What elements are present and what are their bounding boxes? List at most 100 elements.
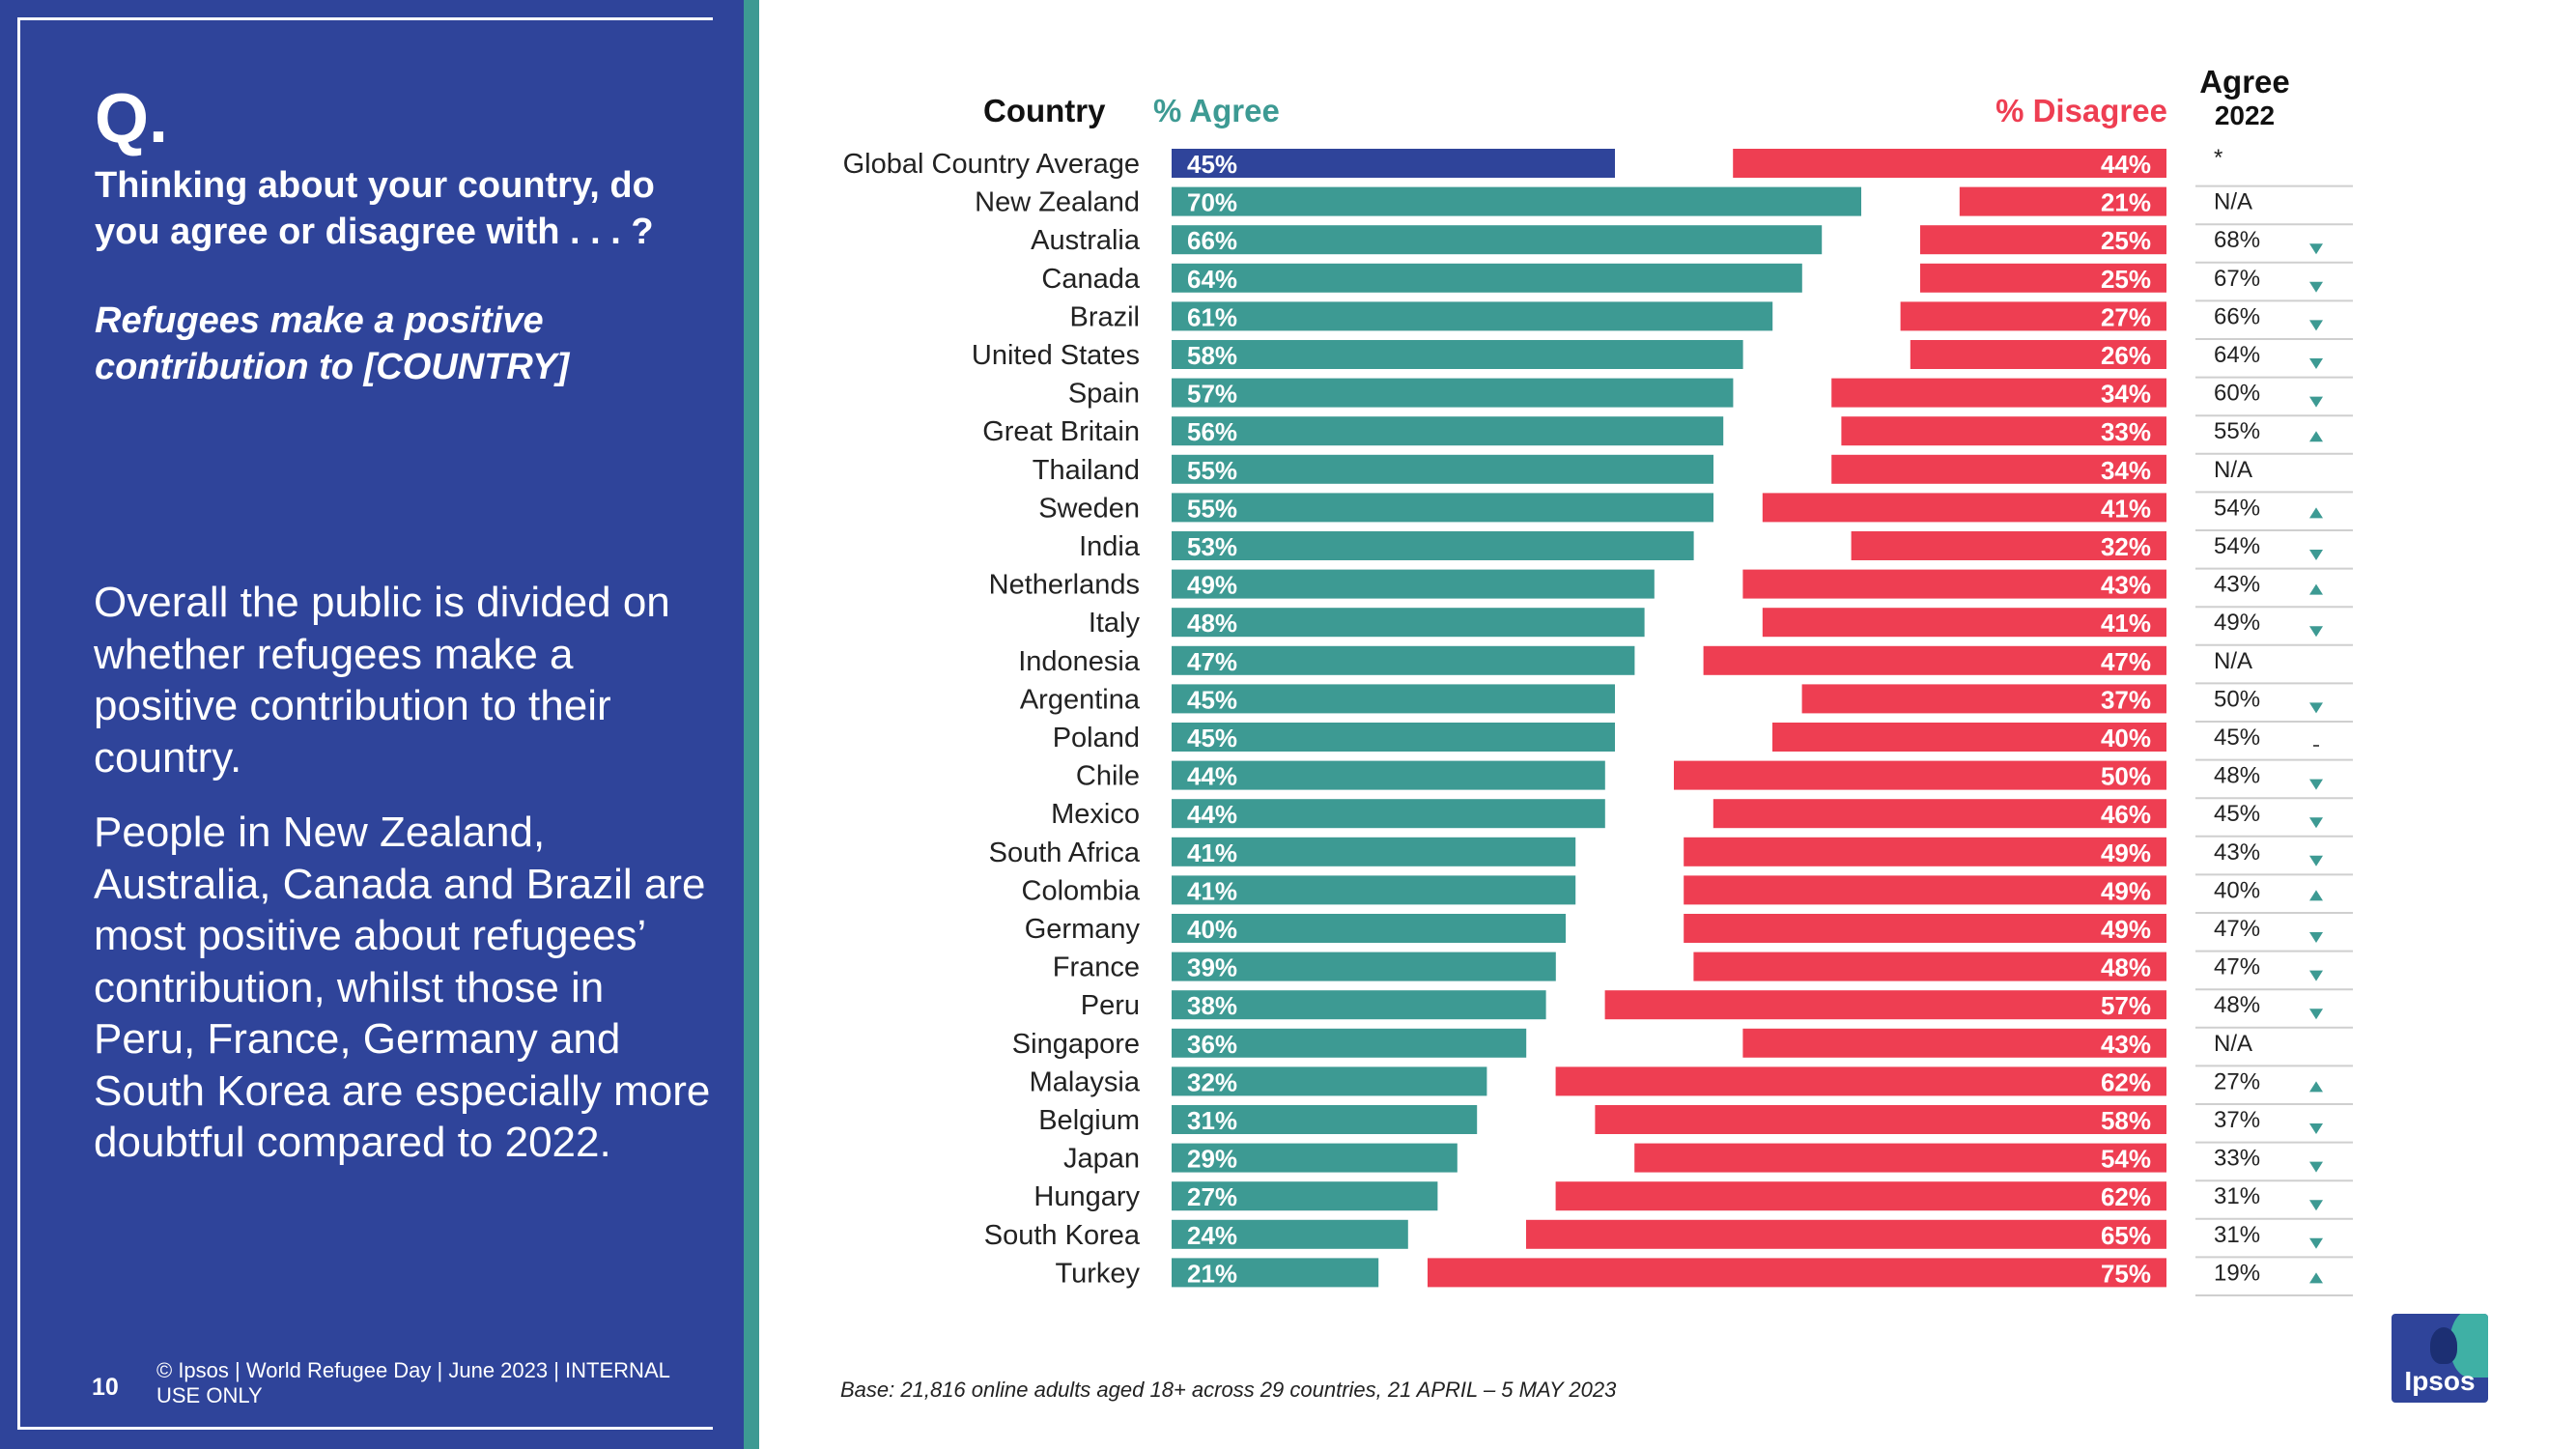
agree-2022-value: 37% [2214,1107,2260,1133]
ipsos-logo: Ipsos [2392,1314,2488,1403]
country-label: Singapore [1012,1029,1140,1060]
agree-bar [1172,952,1556,981]
agree-value-label: 56% [1187,417,1237,446]
disagree-value-label: 43% [2101,571,2151,600]
agree-value-label: 29% [1187,1145,1237,1174]
agree-bar [1172,378,1734,408]
up-arrow-icon [2309,431,2323,442]
agree-bar [1172,684,1615,714]
disagree-value-label: 37% [2101,685,2151,714]
disagree-bar [1634,1143,2166,1173]
agree-bar [1172,1028,1527,1058]
agree-2022-value: 68% [2214,227,2260,253]
disagree-value-label: 27% [2101,302,2151,331]
disagree-value-label: 34% [2101,456,2151,485]
disagree-value-label: 62% [2101,1182,2151,1211]
agree-2022-value: 54% [2214,533,2260,559]
agree-2022-value: N/A [2214,1031,2252,1057]
disagree-bar [1733,149,2166,178]
country-label: Germany [1025,914,1141,945]
agree-value-label: 64% [1187,265,1237,294]
disagree-value-label: 75% [2101,1259,2151,1288]
agree-2022-value: 66% [2214,303,2260,329]
disagree-value-label: 46% [2101,800,2151,829]
agree-value-label: 53% [1187,532,1237,561]
down-arrow-icon [2309,396,2323,408]
disagree-bar [1604,990,2166,1020]
disagree-value-label: 49% [2101,876,2151,905]
down-arrow-icon [2309,358,2323,369]
disagree-value-label: 49% [2101,838,2151,867]
page-number: 10 [92,1374,119,1401]
agree-bar [1172,186,1861,216]
agree-bar [1172,723,1615,752]
agree-value-label: 47% [1187,647,1237,676]
agree-2022-value: 19% [2214,1260,2260,1286]
agree-bar [1172,340,1743,369]
disagree-value-label: 65% [2101,1221,2151,1250]
base-note: Base: 21,816 online adults aged 18+ acro… [840,1378,1617,1402]
agree-value-label: 41% [1187,876,1237,905]
agree-value-label: 45% [1187,724,1237,753]
agree-value-label: 61% [1187,302,1237,331]
disagree-bar [1693,952,2166,981]
disagree-value-label: 26% [2101,341,2151,370]
disagree-bar [1910,340,2166,369]
country-header: Country [983,93,1106,128]
down-arrow-icon [2309,779,2323,790]
agree-value-label: 21% [1187,1259,1237,1288]
up-arrow-icon [2309,507,2323,519]
agree-2022-value: 43% [2214,839,2260,866]
disagree-header: % Disagree [1996,93,2167,128]
question-label: Q. [95,80,169,157]
disagree-bar [1684,875,2166,905]
agree-bar [1172,531,1694,560]
agree-bar [1172,1105,1478,1134]
down-arrow-icon [2309,281,2323,293]
disagree-value-label: 40% [2101,724,2151,753]
disagree-value-label: 25% [2101,226,2151,255]
disagree-bar [1762,608,2166,638]
agree-2022-value: * [2214,145,2222,171]
disagree-bar [1831,378,2166,408]
down-arrow-icon [2309,1009,2323,1020]
agree-bar [1172,454,1713,484]
agree-2022-value: 45% [2214,801,2260,827]
disagree-bar [1684,914,2166,943]
disagree-value-label: 62% [2101,1067,2151,1096]
disagree-bar [1526,1219,2166,1249]
disagree-value-label: 58% [2101,1106,2151,1135]
agree-2022-value: 60% [2214,381,2260,407]
down-arrow-icon [2309,1200,2323,1211]
disagree-bar [1772,723,2166,752]
panel-frame [17,17,713,1430]
country-label: Indonesia [1018,646,1141,677]
country-label: United States [972,340,1140,371]
country-label: France [1053,952,1140,983]
agree-2022-value: N/A [2214,189,2252,215]
up-arrow-icon [2309,583,2323,595]
country-label: New Zealand [975,187,1140,218]
agree-2022-value: 48% [2214,763,2260,789]
agree-2022-value: N/A [2214,457,2252,483]
country-label: Great Britain [982,416,1140,447]
agree-bar [1172,1143,1458,1173]
agree-value-label: 27% [1187,1182,1237,1211]
disagree-value-label: 57% [2101,991,2151,1020]
disagree-bar [1762,493,2166,523]
disagree-bar [1674,760,2166,790]
country-label: Spain [1068,379,1140,410]
agree-2022-value: 47% [2214,954,2260,980]
down-arrow-icon [2309,1123,2323,1134]
agree-2022-value: 49% [2214,610,2260,636]
agree-value-label: 57% [1187,380,1237,409]
country-label: Canada [1041,264,1140,295]
down-arrow-icon [2309,932,2323,943]
agree-value-label: 38% [1187,991,1237,1020]
disagree-bar [1742,569,2166,599]
agree-bar [1172,1258,1379,1288]
disagree-bar [1713,799,2166,829]
country-label: Poland [1053,723,1140,753]
down-arrow-icon [2309,1161,2323,1173]
country-label: Brazil [1069,301,1140,332]
